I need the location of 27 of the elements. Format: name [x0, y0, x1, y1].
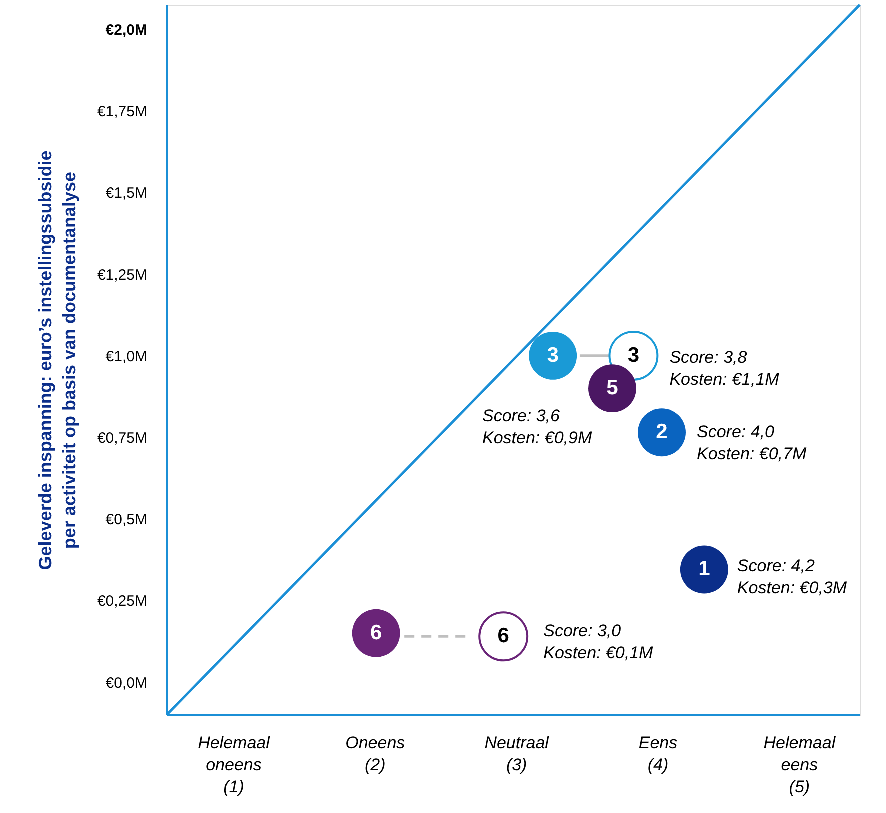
annotation: 2: [656, 420, 668, 444]
y-tick-label: €1,75M: [97, 104, 148, 121]
annotation: 1: [698, 558, 711, 581]
y-tick-label: €1,0M: [106, 348, 148, 366]
x-tick-label: Oneens (2): [346, 734, 406, 774]
annotation: 6: [370, 621, 382, 644]
x-tick-label: Eens (4): [638, 734, 678, 774]
annotation: Score: 3,6 Kosten: €0,9M: [482, 406, 593, 448]
y-axis-title: Geleverde inspanning: euro’s instellingssubsidie per activiteit op basis van documentanalyse: [35, 150, 80, 570]
y-tick-label: €1,5M: [106, 185, 148, 202]
y-tick-label: €1,25M: [97, 266, 148, 284]
x-tick-label: Helemaal oneens (1): [198, 734, 272, 796]
annotation: 5: [606, 376, 619, 400]
y-tick-label: €0,75M: [97, 430, 148, 448]
y-tick-label: €0,0M: [106, 674, 148, 692]
annotation: Score: 4,2 Kosten: €0,3M: [737, 556, 848, 598]
annotation: 3: [547, 344, 559, 367]
annotation: 3: [628, 344, 640, 367]
annotation: 6: [498, 624, 510, 648]
y-tick-label: €0,5M: [106, 512, 148, 529]
x-tick-label: Neutraal (3): [484, 734, 550, 774]
y-tick-label: €0,25M: [97, 593, 148, 610]
annotation: Score: 4,0 Kosten: €0,7M: [697, 422, 808, 464]
x-tick-label: Helemaal eens (5): [764, 734, 837, 796]
annotation: Score: 3,0 Kosten: €0,1M: [544, 622, 654, 663]
annotation: Score: 3,8 Kosten: €1,1M: [670, 348, 780, 389]
y-tick-label: €2,0M: [106, 22, 148, 39]
